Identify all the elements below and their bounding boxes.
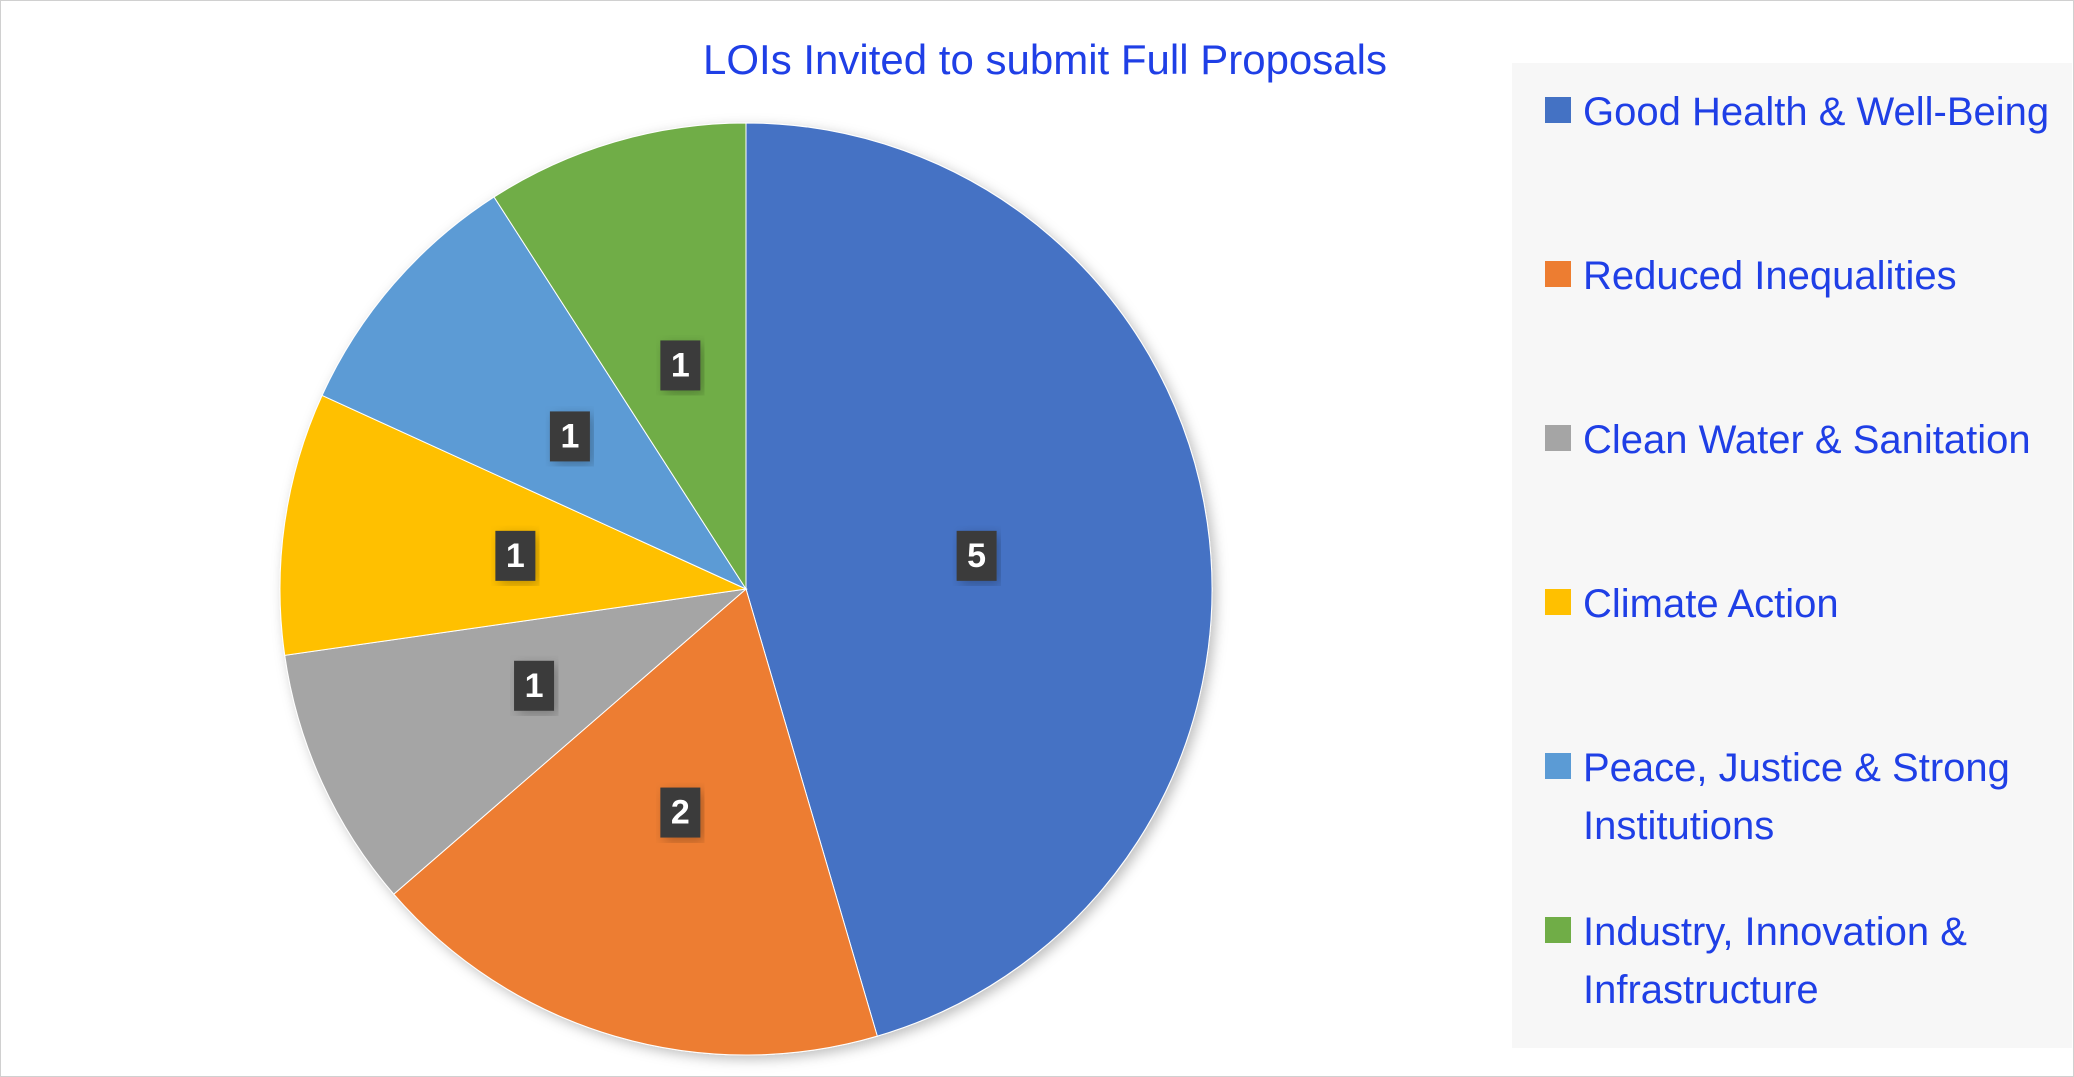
- data-label: 5: [967, 537, 986, 575]
- data-label-box: [956, 530, 997, 581]
- legend-swatch: [1545, 261, 1571, 287]
- data-label: 1: [671, 346, 690, 384]
- legend-swatch: [1545, 917, 1571, 943]
- data-label-box: [660, 787, 701, 838]
- data-label-box: [549, 411, 590, 462]
- data-label: 1: [506, 537, 525, 575]
- data-label: 1: [525, 667, 544, 705]
- pie-slice: [321, 196, 748, 591]
- pie-slice: [493, 122, 747, 591]
- data-label-box: [495, 530, 536, 581]
- data-label-box: [660, 340, 701, 391]
- legend: Good Health & Well-Being Reduced Inequali…: [1512, 63, 2072, 1048]
- legend-label: Climate Action: [1583, 582, 1839, 626]
- legend-label: Peace, Justice & Strong Institutions: [1583, 746, 2010, 848]
- data-label: 2: [671, 794, 690, 832]
- legend-label: Reduced Inequalities: [1583, 254, 1957, 298]
- pie-slice: [393, 588, 878, 1056]
- data-labels: 5 2 1 1 1 1: [495, 340, 997, 838]
- data-label: 1: [560, 417, 579, 455]
- legend-swatch: [1545, 97, 1571, 123]
- legend-label: Good Health & Well-Being: [1583, 90, 2050, 134]
- legend-label: Industry, Innovation & Infrastructure: [1583, 910, 1967, 1012]
- legend-swatch: [1545, 589, 1571, 615]
- legend-swatch: [1545, 425, 1571, 451]
- pie: [279, 122, 1213, 1056]
- data-label-box: [514, 660, 555, 711]
- legend-label: Clean Water & Sanitation: [1583, 418, 2031, 462]
- legend-swatch: [1545, 753, 1571, 779]
- pie-slice: [284, 588, 748, 895]
- chart-title: LOIs Invited to submit Full Proposals: [703, 36, 1387, 83]
- pie-slice: [279, 394, 748, 656]
